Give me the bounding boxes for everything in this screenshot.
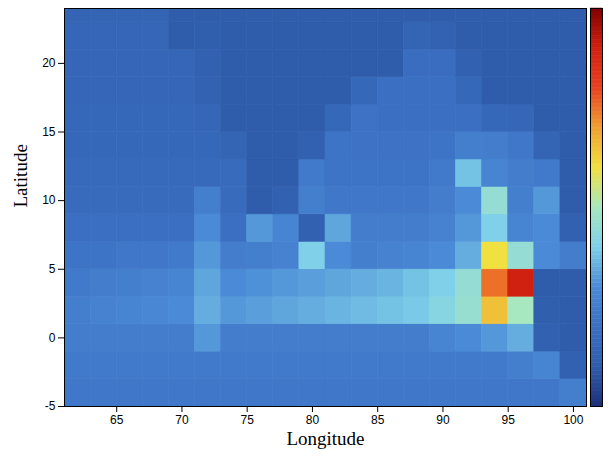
svg-text:70: 70	[175, 413, 189, 427]
svg-text:95: 95	[502, 413, 516, 427]
svg-text:85: 85	[371, 413, 385, 427]
svg-text:75: 75	[241, 413, 255, 427]
svg-text:0: 0	[49, 331, 56, 345]
svg-text:10: 10	[42, 193, 56, 207]
svg-text:100: 100	[563, 413, 583, 427]
svg-text:20: 20	[42, 56, 56, 70]
svg-text:80: 80	[306, 413, 320, 427]
svg-text:15: 15	[42, 125, 56, 139]
svg-text:Latitude: Latitude	[10, 144, 31, 207]
svg-text:5: 5	[49, 262, 56, 276]
svg-text:-5: -5	[45, 399, 56, 413]
svg-text:65: 65	[110, 413, 124, 427]
svg-text:Longitude: Longitude	[286, 428, 364, 449]
svg-text:90: 90	[436, 413, 450, 427]
